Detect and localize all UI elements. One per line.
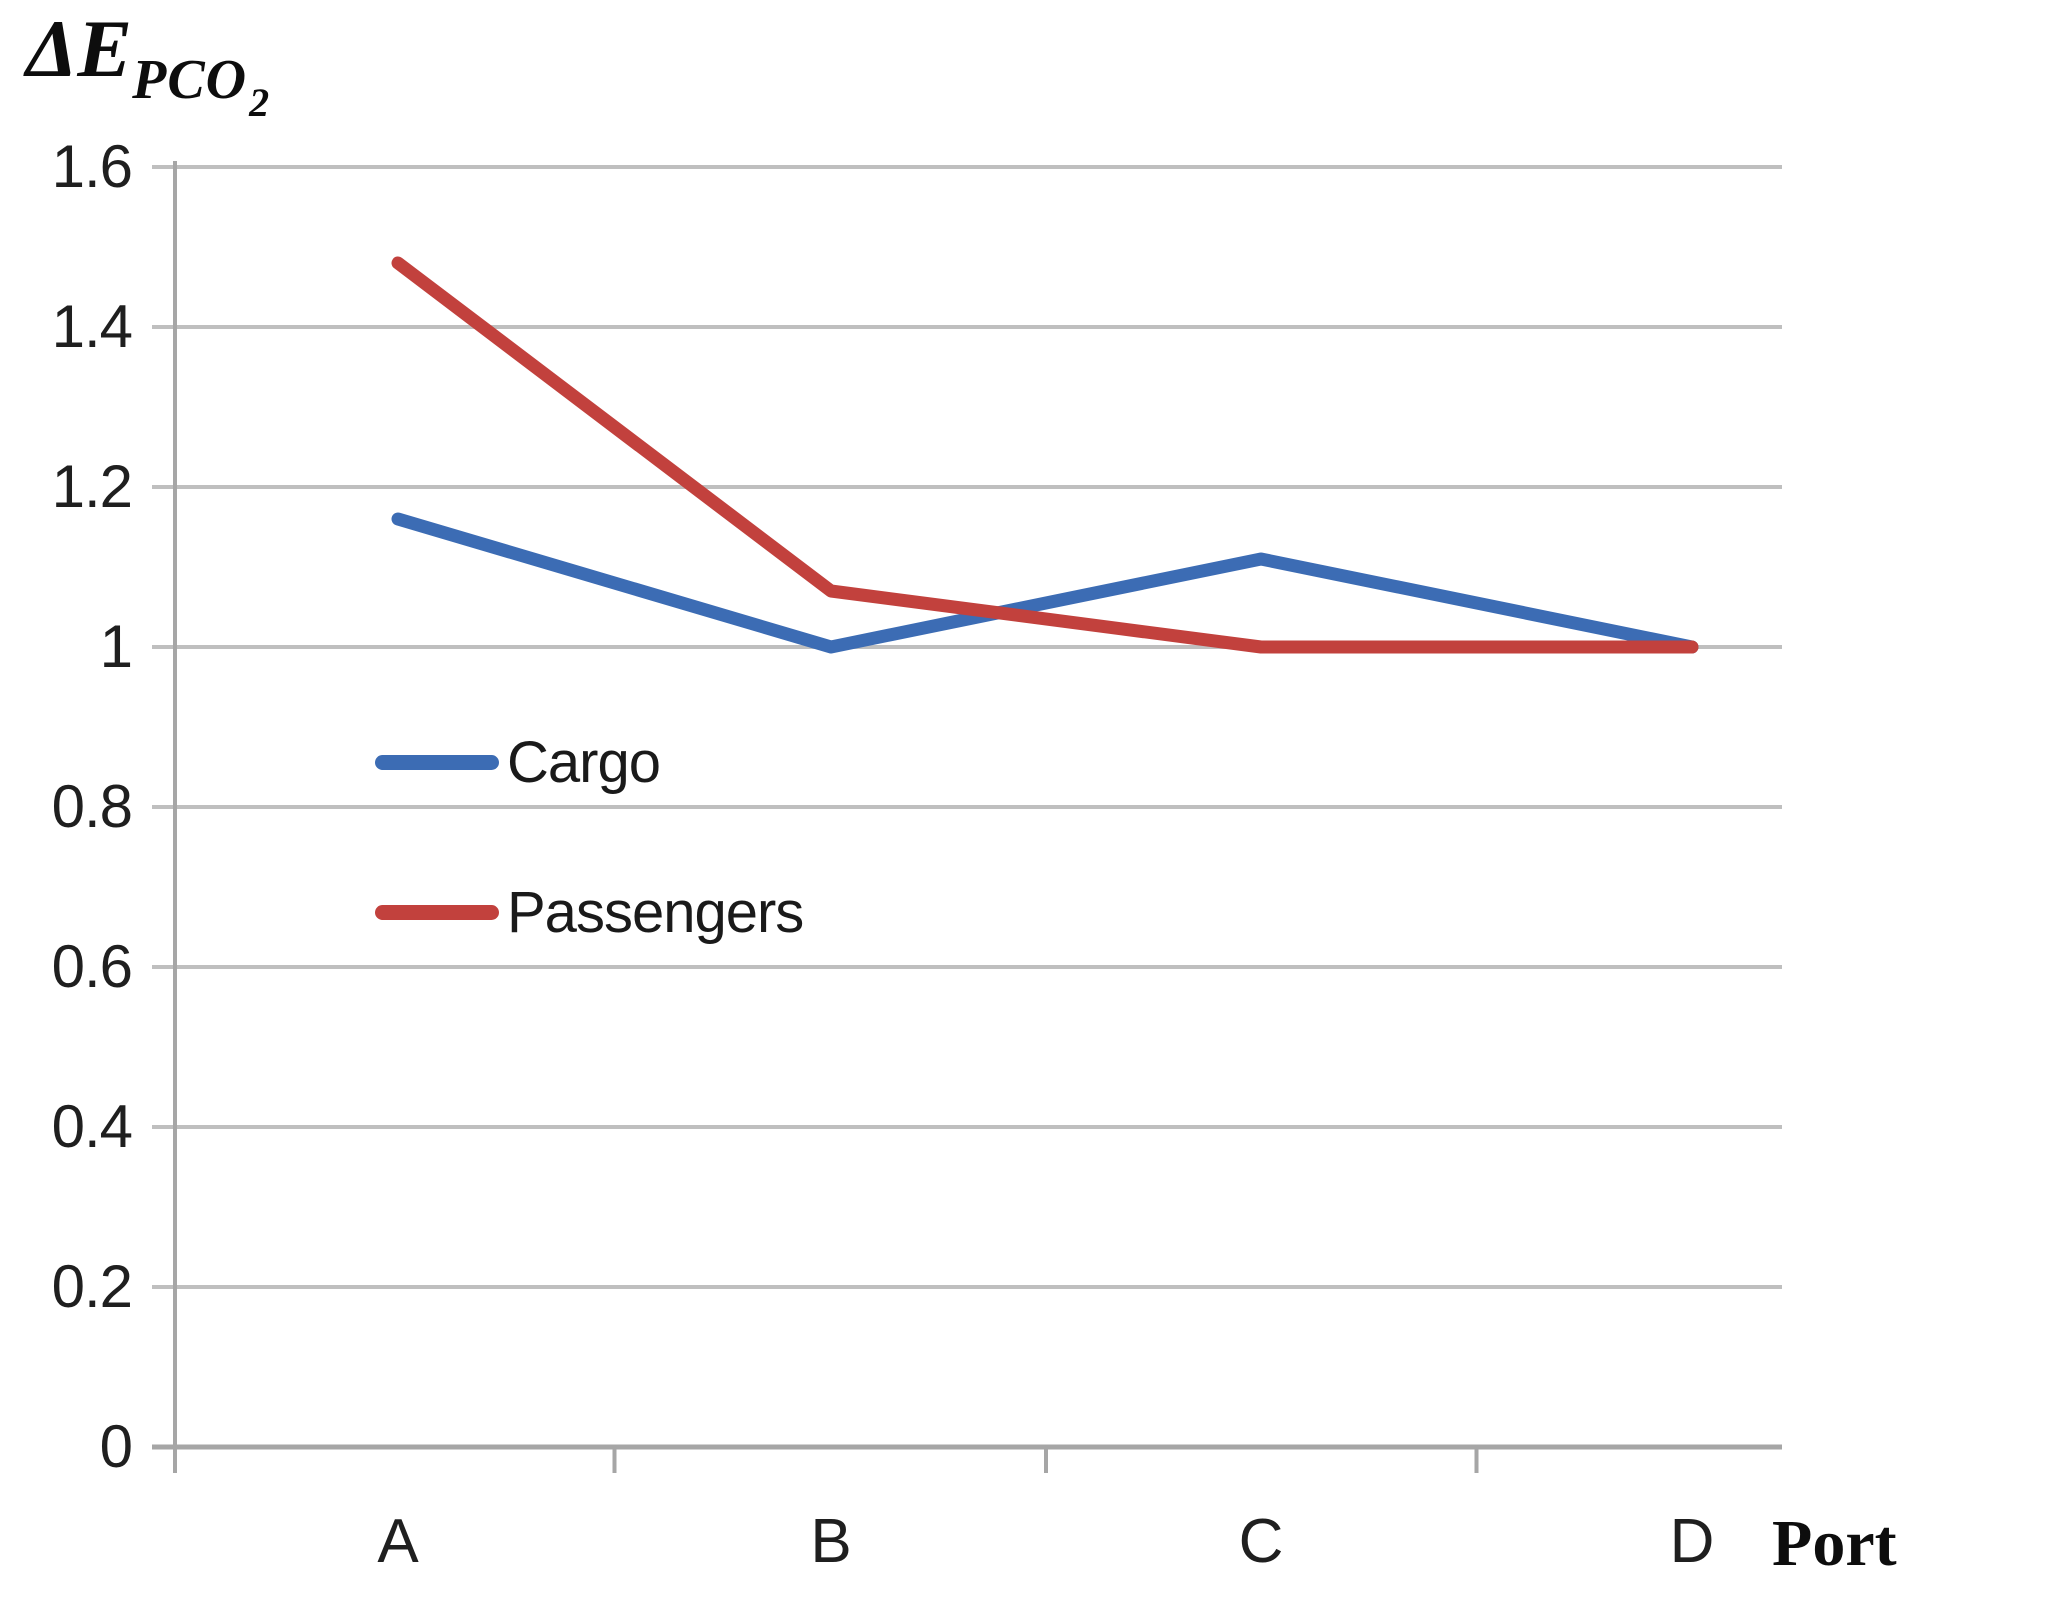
y-axis-title: ΔEPCO2 (26, 8, 269, 123)
legend-item-cargo: Cargo (375, 724, 661, 800)
y-tick-label: 1.6 (51, 133, 133, 200)
y-tick-label: 0 (99, 1413, 133, 1480)
x-tick-label-a: A (377, 1507, 419, 1576)
series-line-cargo (391, 512, 1699, 654)
y-axis-title-subscript: PCO (132, 49, 248, 111)
y-tick-label: 0.4 (51, 1093, 133, 1160)
y-tick-label: 0.6 (51, 933, 133, 1000)
y-tick-label: 1 (99, 613, 133, 680)
y-tick-label: 1.2 (51, 453, 133, 520)
x-axis-title: Port (1772, 1507, 1897, 1580)
legend-item-passengers: Passengers (375, 874, 804, 950)
legend-label: Passengers (507, 879, 804, 945)
y-tick-label: 0.8 (51, 773, 133, 840)
y-tick-label: 1.4 (51, 293, 133, 360)
y-axis-title-main: ΔE (26, 3, 133, 94)
series-line-passengers (391, 256, 1699, 654)
y-tick-label: 0.2 (51, 1253, 133, 1320)
x-tick-label-d: D (1669, 1507, 1715, 1576)
legend-label: Cargo (507, 729, 661, 795)
x-tick-label-b: B (810, 1507, 852, 1576)
legend-swatch-cargo (375, 754, 499, 770)
legend-swatch-passengers (375, 904, 499, 920)
x-tick-label-c: C (1238, 1507, 1284, 1576)
y-axis-title-subsubscript: 2 (249, 80, 270, 125)
